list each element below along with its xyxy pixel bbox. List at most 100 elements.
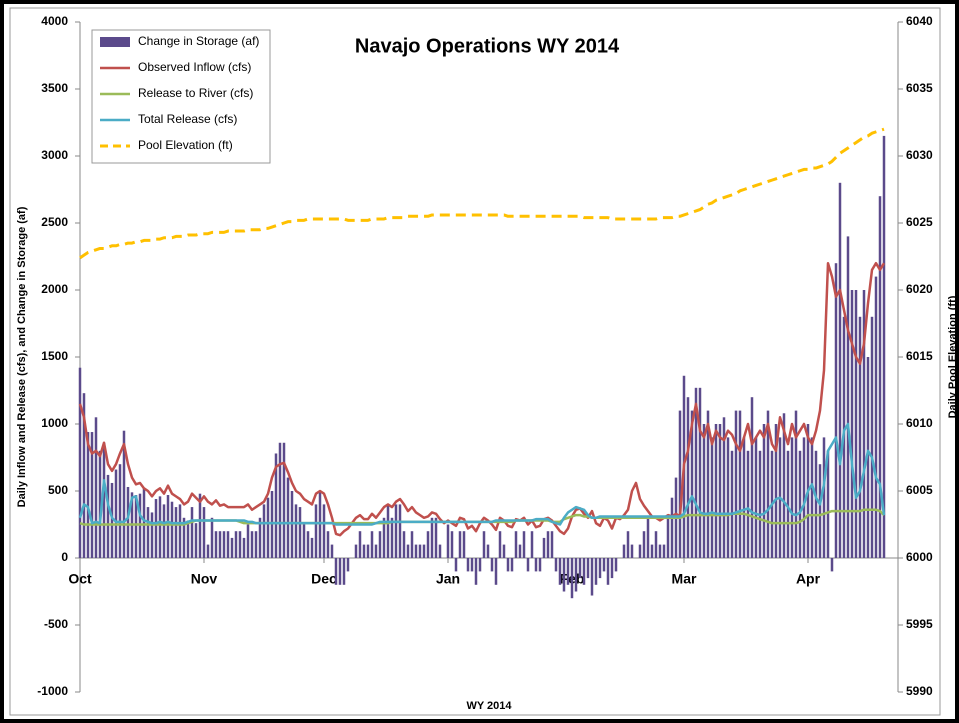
bar [526,558,530,572]
bar [506,558,510,572]
bar [150,512,154,558]
bar [194,523,198,558]
bar [866,357,870,558]
bar [738,410,742,558]
bar [378,531,382,558]
bar [746,450,750,558]
bar [218,531,222,558]
bar [146,507,150,558]
bar [382,517,386,558]
bar [818,464,822,558]
bar [174,507,178,558]
bar [758,450,762,558]
bar [854,290,858,558]
bar [554,558,558,572]
bar [502,544,506,558]
bar [734,410,738,558]
bar [558,558,562,585]
bar [862,290,866,558]
bar [414,544,418,558]
bar [262,504,266,558]
bar [94,417,98,558]
bar [314,504,318,558]
bar [490,558,494,572]
bar [694,387,698,558]
bar [118,464,122,558]
y2-tick-label: 6030 [906,148,933,162]
y2-tick-label: 6025 [906,215,933,229]
bar [826,450,830,558]
bar [254,531,258,558]
bar [422,544,426,558]
y-axis-label: Daily Inflow and Release (cfs), and Chan… [16,206,28,507]
bar [306,531,310,558]
x-tick-label: Apr [796,571,821,587]
bar [574,558,578,592]
bar [678,410,682,558]
bar [774,424,778,558]
bar [830,558,834,572]
bar [226,531,230,558]
bar [586,558,590,579]
bar [562,558,566,592]
bar [474,558,478,585]
bar [186,520,190,558]
bar [282,442,286,558]
bar [566,558,570,585]
bar [494,558,498,585]
bar [338,558,342,585]
bar [406,544,410,558]
bar [410,531,414,558]
x-tick-label: Nov [191,571,218,587]
bar [294,504,298,558]
bar [742,437,746,558]
bar [478,558,482,572]
bar [714,424,718,558]
bar [570,558,574,599]
bar [354,544,358,558]
legend-label: Observed Inflow (cfs) [138,60,251,74]
bar [318,491,322,558]
bar [594,558,598,585]
bar [366,544,370,558]
bar [838,182,842,559]
y2-tick-label: 6020 [906,282,933,296]
bar [158,496,162,558]
bar [302,524,306,558]
bar [206,544,210,558]
bar [550,531,554,558]
bar [434,517,438,558]
y-tick-label: 1000 [41,416,68,430]
legend-label: Release to River (cfs) [138,86,253,100]
bar [706,410,710,558]
bar [122,430,126,558]
bar [78,367,82,558]
bar [450,531,454,558]
bar [874,276,878,558]
bar [638,544,642,558]
bar [514,531,518,558]
bar [390,517,394,558]
bar [166,495,170,558]
bar [430,517,434,558]
bar [882,135,886,558]
line [78,261,886,537]
bar [138,493,142,558]
bar [142,488,146,558]
bar [134,495,138,558]
bar [802,437,806,558]
bar [266,497,270,558]
bar [762,424,766,558]
bar [298,507,302,558]
y2-tick-label: 6000 [906,550,933,564]
legend-label: Total Release (cfs) [138,112,237,126]
bar [202,507,206,558]
bar [598,558,602,579]
bar [222,531,226,558]
bar [646,517,650,558]
bar [398,504,402,558]
y-tick-label: 0 [61,550,68,564]
bar [362,544,366,558]
bar [82,393,86,558]
